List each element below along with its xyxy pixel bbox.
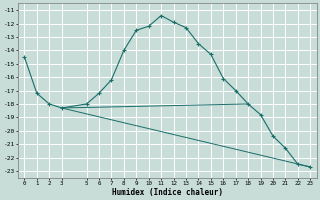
X-axis label: Humidex (Indice chaleur): Humidex (Indice chaleur) [112, 188, 223, 197]
